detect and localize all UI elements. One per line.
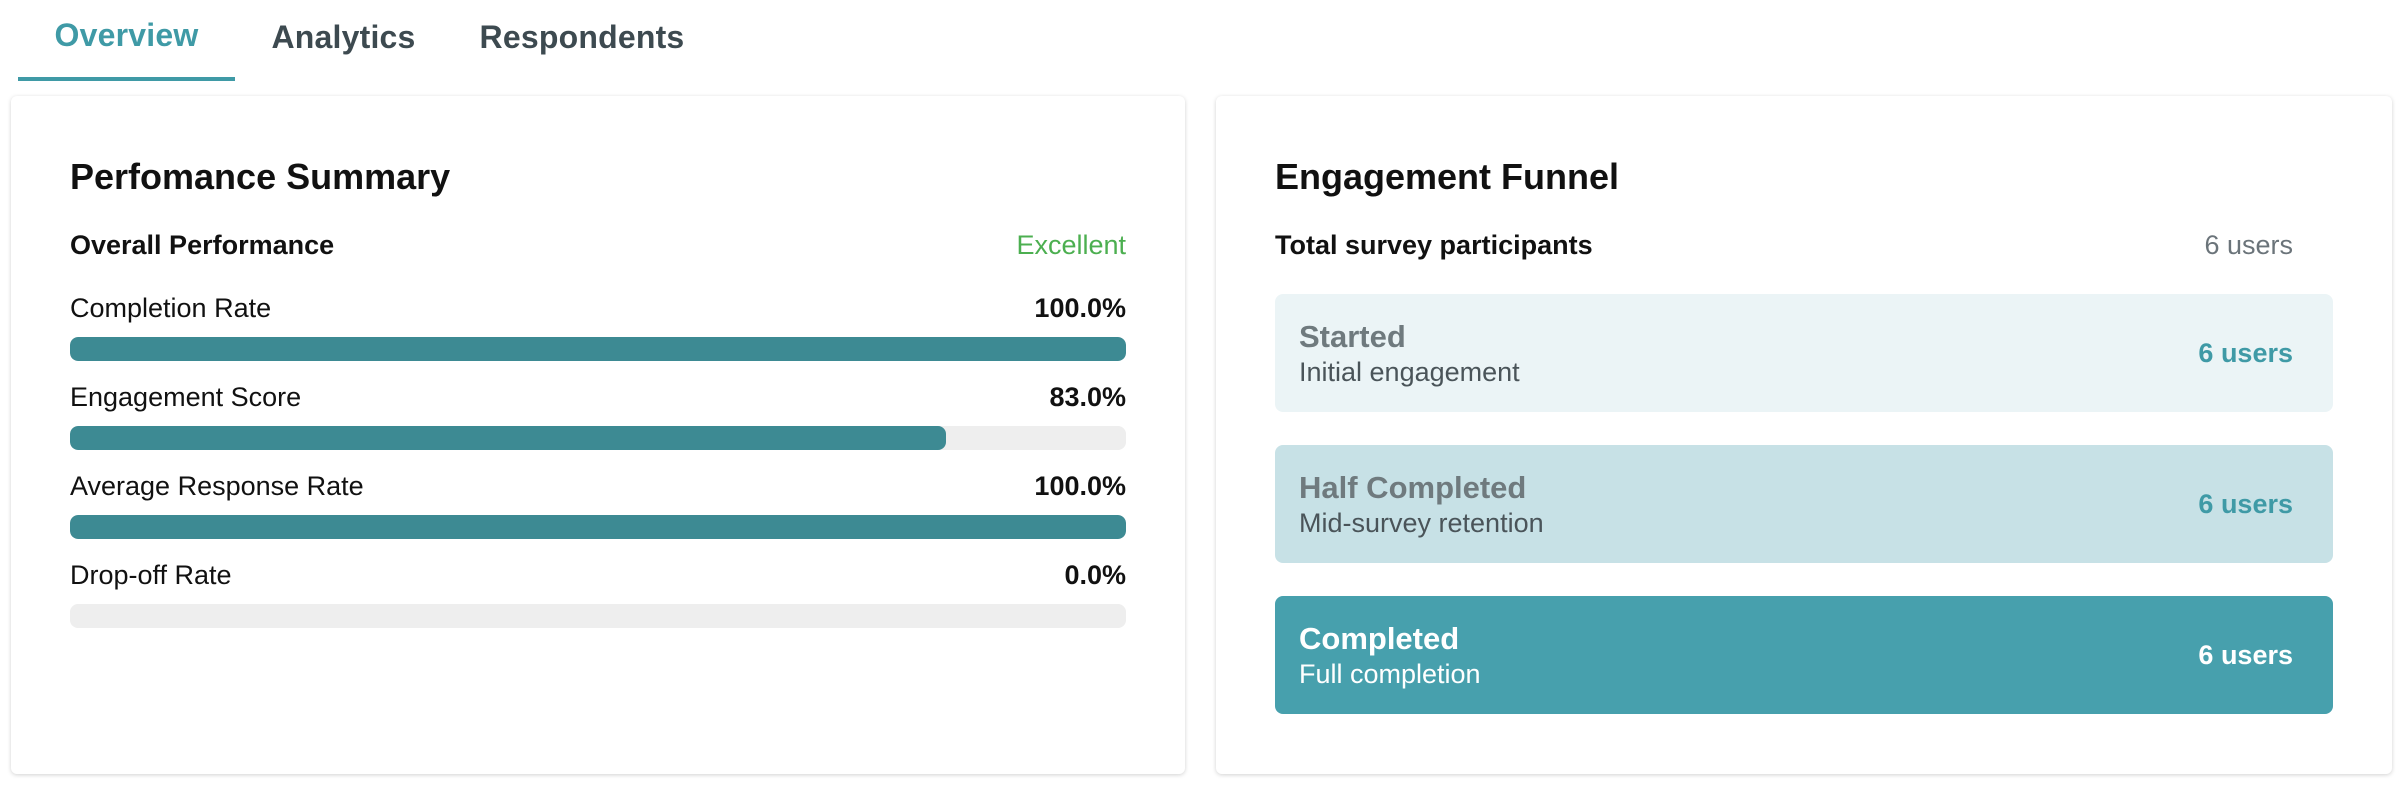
engagement-funnel-title: Engagement Funnel xyxy=(1275,156,1620,197)
tab-overview[interactable]: Overview xyxy=(18,0,235,81)
progress-fill xyxy=(70,337,1126,361)
tab-analytics[interactable]: Analytics xyxy=(235,0,452,81)
metric-value: 100.0% xyxy=(1034,471,1126,501)
overall-performance-value: Excellent xyxy=(1016,230,1126,260)
metric-engagement-score: Engagement Score 83.0% xyxy=(70,382,1126,450)
stage-description: Mid-survey retention xyxy=(1299,507,1544,538)
tab-respondents[interactable]: Respondents xyxy=(452,0,712,81)
total-participants-value: 6 users xyxy=(2204,230,2293,260)
funnel-stage-completed[interactable]: Completed Full completion 6 users xyxy=(1275,596,2333,714)
overall-performance-label: Overall Performance xyxy=(70,230,335,260)
stage-count: 6 users xyxy=(2198,337,2293,368)
funnel-stage-half-completed[interactable]: Half Completed Mid-survey retention 6 us… xyxy=(1275,445,2333,563)
stage-name: Started xyxy=(1299,318,1406,354)
tab-respondents-label: Respondents xyxy=(479,19,685,55)
engagement-funnel-card: Engagement Funnel Total survey participa… xyxy=(1216,96,2392,774)
progress-fill xyxy=(70,426,947,450)
tab-analytics-label: Analytics xyxy=(271,19,416,55)
performance-summary-card: Perfomance Summary Overall Performance E… xyxy=(11,96,1185,774)
metric-label: Drop-off Rate xyxy=(70,560,232,590)
metric-average-response-rate: Average Response Rate 100.0% xyxy=(70,471,1126,539)
stage-count: 6 users xyxy=(2198,639,2293,670)
progress-track xyxy=(70,604,1126,628)
metric-value: 0.0% xyxy=(1064,560,1126,590)
metric-label: Completion Rate xyxy=(70,293,272,323)
overall-performance-row: Overall Performance Excellent xyxy=(70,230,1126,261)
stage-description: Initial engagement xyxy=(1299,356,1520,387)
total-participants-label: Total survey participants xyxy=(1275,230,1593,260)
progress-track xyxy=(70,426,1126,450)
stage-name: Completed xyxy=(1299,620,1460,656)
tab-bar: Overview Analytics Respondents xyxy=(18,0,712,81)
progress-track xyxy=(70,337,1126,361)
metric-label: Engagement Score xyxy=(70,382,302,412)
metric-value: 83.0% xyxy=(1049,382,1126,412)
stage-name: Half Completed xyxy=(1299,469,1527,505)
metric-drop-off-rate: Drop-off Rate 0.0% xyxy=(70,560,1126,628)
metric-label: Average Response Rate xyxy=(70,471,364,501)
funnel-stage-started[interactable]: Started Initial engagement 6 users xyxy=(1275,294,2333,412)
performance-summary-title: Perfomance Summary xyxy=(70,156,451,197)
stage-description: Full completion xyxy=(1299,658,1481,689)
progress-fill xyxy=(70,515,1126,539)
total-participants-row: Total survey participants 6 users xyxy=(1275,230,2293,261)
tab-overview-label: Overview xyxy=(54,17,199,53)
metric-value: 100.0% xyxy=(1034,293,1126,323)
metric-completion-rate: Completion Rate 100.0% xyxy=(70,293,1126,361)
stage-count: 6 users xyxy=(2198,488,2293,519)
progress-track xyxy=(70,515,1126,539)
